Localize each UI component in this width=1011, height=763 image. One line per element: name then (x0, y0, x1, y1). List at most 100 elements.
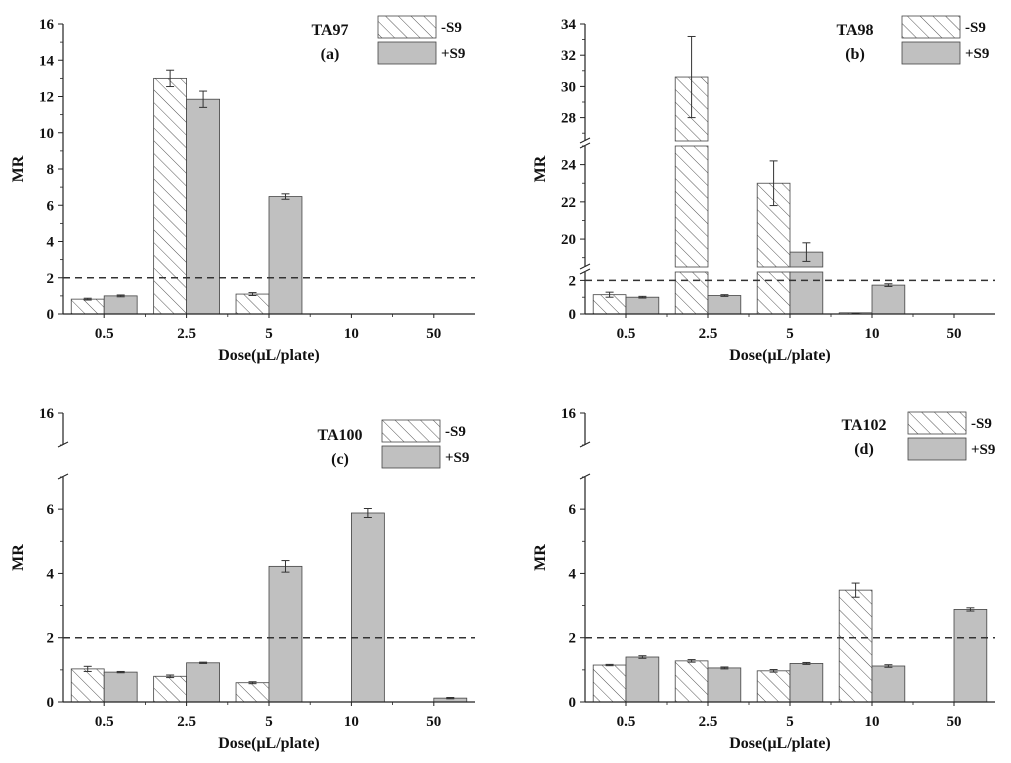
y-tick-label: 16 (561, 406, 577, 422)
legend-swatch-minus-s9 (901, 15, 961, 39)
error-bar-plus-s9-50 (966, 607, 975, 612)
bar-plus-s9-2.5-segment (186, 662, 220, 703)
chart-title: TA97 (311, 22, 348, 39)
x-tick-label: 10 (344, 714, 359, 730)
error-bar-plus-s9-5 (802, 661, 811, 665)
bar-plus-s9-0.5-segment (625, 296, 660, 315)
bar-plus-s9-2.5 (707, 295, 742, 315)
bar-plus-s9-50-segment (953, 609, 988, 703)
x-tick-label: 50 (947, 326, 962, 342)
error-bar-plus-s9-10 (363, 508, 372, 518)
x-tick-label: 10 (865, 326, 880, 342)
legend-swatch-minus-s9 (907, 411, 967, 435)
bar-minus-s9-5 (235, 293, 270, 315)
error-bar-plus-s9-0.5 (638, 295, 647, 299)
y-tick-label: 20 (561, 232, 576, 248)
y-tick-label: 6 (47, 502, 55, 518)
bar-plus-s9-2.5 (186, 662, 220, 703)
bar-plus-s9-2.5-segment (707, 667, 742, 703)
bar-minus-s9-5 (756, 670, 791, 703)
y-tick-label: 2 (569, 273, 577, 289)
bar-minus-s9-5-segment (756, 670, 791, 703)
chart-panel-c: 0 2 4 6 16 0.5 2.5 5 10 50 Dose(μL/plate) MR TA100 (c… (10, 406, 475, 752)
error-bar-plus-s9-2.5 (720, 666, 729, 670)
legend: -S9 +S9 (901, 15, 989, 65)
x-axis-label: Dose(μL/plate) (218, 735, 320, 752)
x-axis-label: Dose(μL/plate) (729, 347, 831, 364)
chart-panel-b: 0 2 20 22 24 28 30 32 34 0.5 2.5 5 10 50 Dose(μL/plate… (532, 15, 995, 364)
bar-plus-s9-5 (789, 663, 824, 703)
x-tick-label: 50 (947, 714, 962, 730)
error-bar-minus-s9-0.5 (605, 663, 614, 667)
bar-plus-s9-0.5 (103, 295, 138, 315)
legend-swatch-minus-s9 (381, 419, 441, 443)
y-tick-label: 4 (47, 235, 55, 251)
error-bar-plus-s9-5 (281, 193, 290, 200)
error-bar-minus-s9-0.5 (605, 291, 614, 298)
bar-plus-s9-0.5-segment (103, 671, 138, 703)
bar-minus-s9-2.5-segment (153, 675, 187, 703)
axis-break-mark (579, 137, 591, 144)
y-tick-label: 32 (561, 48, 576, 64)
bar-plus-s9-5-segment (789, 271, 824, 315)
y-axis-label: MR (532, 544, 549, 571)
panel-label: (d) (854, 441, 874, 458)
bar-minus-s9-0.5 (70, 668, 105, 703)
x-tick-label: 50 (426, 714, 441, 730)
legend-label-minus-s9: -S9 (965, 20, 986, 36)
legend: -S9 +S9 (381, 419, 469, 469)
bar-minus-s9-5-segment (235, 293, 270, 315)
bar-plus-s9-10-segment (350, 512, 385, 703)
axis-break-mark (579, 441, 591, 448)
bar-plus-s9-0.5 (625, 296, 660, 315)
y-tick-label: 12 (39, 90, 54, 106)
bar-plus-s9-2.5-segment (707, 295, 742, 315)
y-tick-label: 22 (561, 195, 576, 211)
bar-minus-s9-2.5-segment (674, 271, 709, 315)
error-bar-plus-s9-10 (884, 664, 893, 668)
y-axis-label: MR (532, 155, 549, 182)
bar-minus-s9-5-segment (756, 271, 791, 315)
y-tick-label: 4 (47, 566, 55, 582)
y-tick-label: 2 (569, 631, 577, 647)
bar-plus-s9-10 (871, 284, 906, 315)
axis-break-mark (579, 473, 591, 480)
bar-minus-s9-2.5 (674, 660, 709, 703)
error-bar-minus-s9-2.5 (166, 69, 175, 88)
error-bar-plus-s9-2.5 (720, 294, 729, 297)
legend-label-plus-s9: +S9 (971, 442, 995, 458)
bar-plus-s9-0.5 (103, 671, 138, 703)
legend-swatch-plus-s9 (907, 437, 967, 461)
y-tick-label: 16 (39, 17, 55, 33)
bar-plus-s9-10 (871, 665, 906, 703)
bar-minus-s9-2.5 (153, 675, 187, 703)
error-bar-plus-s9-0.5 (116, 294, 125, 298)
y-tick-label: 2 (47, 631, 55, 647)
x-tick-label: 10 (344, 326, 359, 342)
error-bar-minus-s9-0.5 (83, 665, 92, 672)
panel-label: (c) (331, 451, 349, 468)
y-tick-label: 24 (561, 158, 577, 174)
axis-break-mark (57, 473, 69, 480)
legend-swatch-plus-s9 (901, 41, 961, 65)
x-tick-label: 5 (265, 714, 273, 730)
bar-plus-s9-10-segment (871, 665, 906, 703)
bar-minus-s9-10-segment (838, 589, 873, 703)
legend-label-minus-s9: -S9 (971, 416, 992, 432)
y-tick-label: 8 (47, 162, 55, 178)
bar-minus-s9-10 (838, 589, 873, 703)
y-tick-label: 6 (569, 502, 577, 518)
x-axis-label: Dose(μL/plate) (218, 347, 320, 364)
chart-panel-a: 0 2 4 6 8 10 12 14 16 0.5 2.5 5 10 50 Dose(μL/plate) MR… (10, 15, 475, 364)
x-tick-label: 2.5 (177, 326, 196, 342)
chart-title: TA100 (317, 427, 362, 444)
x-tick-label: 0.5 (617, 714, 636, 730)
x-tick-label: 5 (786, 714, 794, 730)
x-tick-label: 10 (865, 714, 880, 730)
legend-swatch-plus-s9 (381, 445, 441, 469)
error-bar-plus-s9-5 (281, 560, 290, 573)
chart-title: TA102 (841, 417, 886, 434)
bar-minus-s9-0.5 (592, 664, 627, 703)
error-bar-plus-s9-0.5 (638, 655, 647, 659)
